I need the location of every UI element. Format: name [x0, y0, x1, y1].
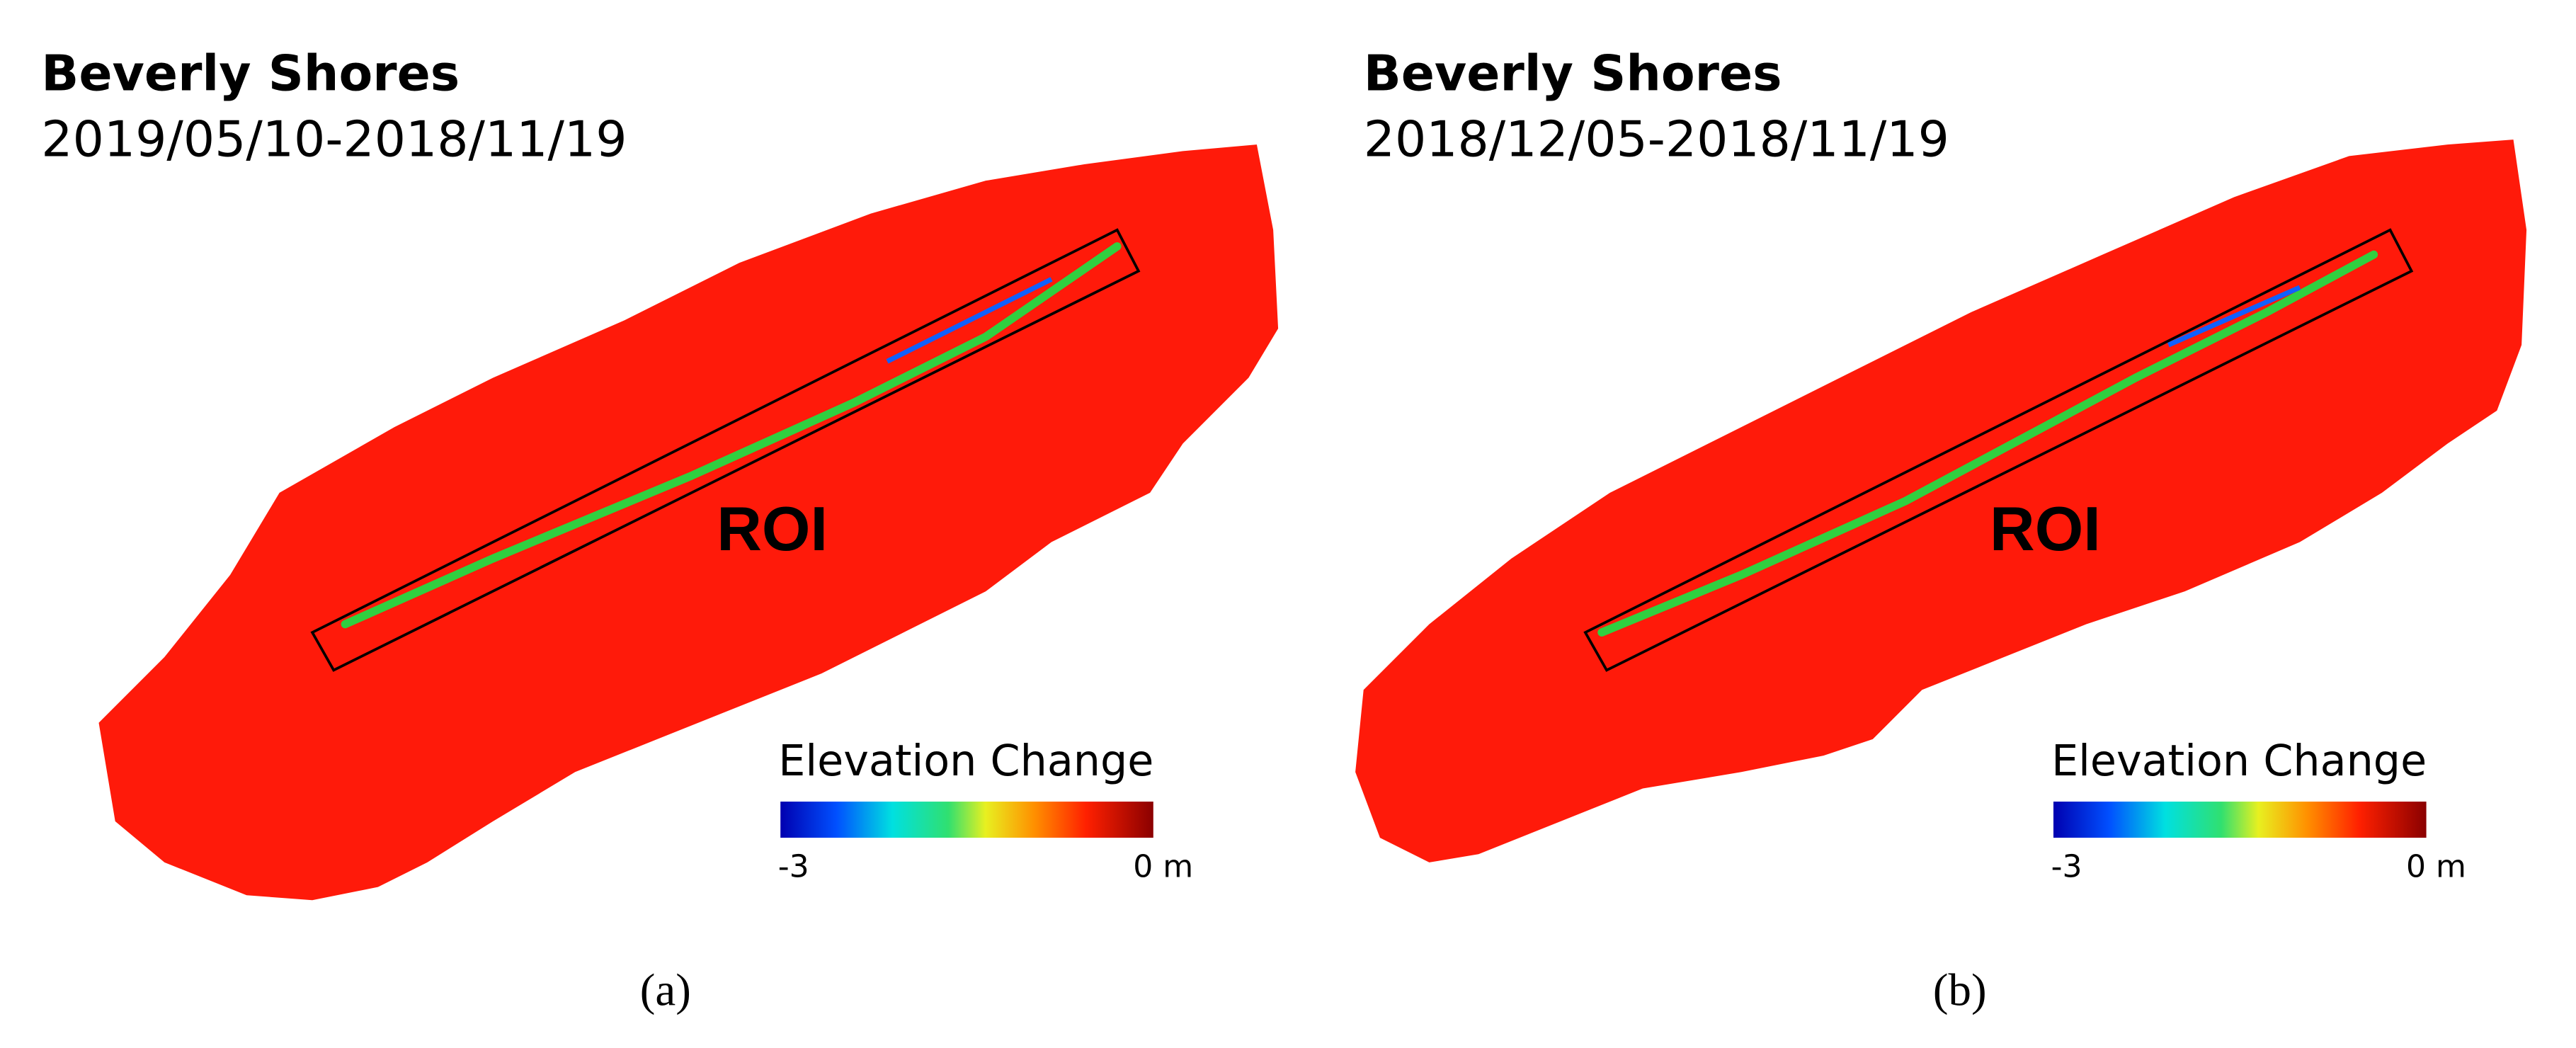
- legend-title: Elevation Change: [2051, 736, 2427, 786]
- roi-box: [310, 228, 1141, 672]
- change-streak: [2167, 285, 2301, 348]
- change-streak: [1597, 250, 2378, 637]
- panel-title: Beverly Shores: [41, 45, 460, 103]
- roi-box: [1583, 228, 2414, 672]
- roi-label: ROI: [717, 494, 828, 564]
- panel: Beverly Shores 2019/05/10-2018/11/19 ROI El…: [41, 45, 1279, 1016]
- legend-min: -3: [2051, 849, 2082, 885]
- panel-title: Beverly Shores: [1364, 45, 1782, 103]
- panel: Beverly Shores 2018/12/05-2018/11/19 ROI El…: [1355, 45, 2527, 1016]
- roi-label: ROI: [1990, 494, 2101, 564]
- colorbar: [2053, 802, 2427, 838]
- colorbar: [780, 802, 1153, 838]
- legend-max: 0 m: [1133, 849, 1193, 885]
- caption: (a): [640, 965, 691, 1016]
- legend-title: Elevation Change: [778, 736, 1153, 786]
- caption: (b): [1933, 965, 1987, 1016]
- change-streak: [886, 277, 1053, 364]
- panel-subtitle: 2018/12/05-2018/11/19: [1364, 110, 1949, 168]
- legend-max: 0 m: [2406, 849, 2466, 885]
- point-cloud: [1355, 139, 2527, 862]
- legend-min: -3: [778, 849, 809, 885]
- panel-subtitle: 2019/05/10-2018/11/19: [41, 110, 627, 168]
- change-streak: [341, 242, 1122, 629]
